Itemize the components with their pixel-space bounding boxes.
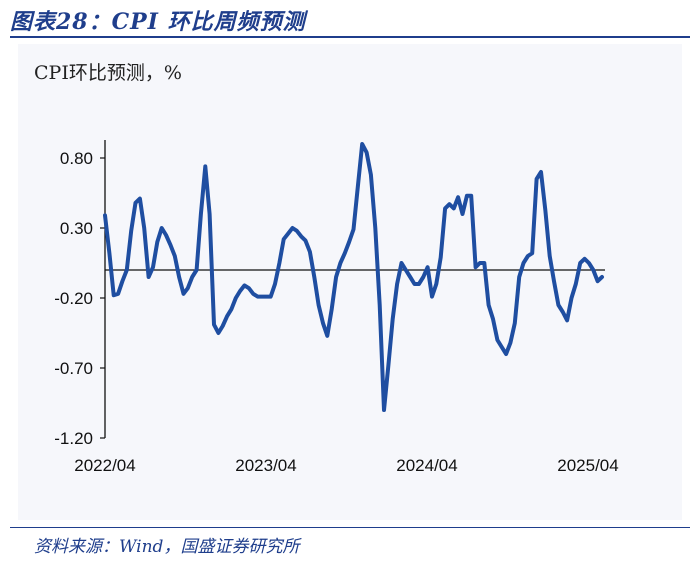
x-tick-label: 2023/04: [235, 456, 296, 475]
source-divider: [10, 527, 690, 528]
plot-background: [18, 44, 682, 520]
x-tick-label: 2024/04: [396, 456, 457, 475]
x-tick-label: 2022/04: [74, 456, 135, 475]
series-line: [103, 142, 604, 412]
source-note: 资料来源：Wind，国盛证券研究所: [34, 537, 300, 557]
y-tick-label: -0.70: [54, 359, 93, 378]
y-tick-label: -1.20: [54, 429, 93, 448]
y-tick-label: 0.80: [60, 149, 93, 168]
x-axis: 2022/04 2023/04 2024/04 2025/04: [74, 456, 618, 475]
x-tick-label: 2025/04: [557, 456, 618, 475]
y-axis: 0.80 0.30 -0.20 -0.70 -1.20: [54, 149, 105, 448]
title-divider: [10, 36, 690, 38]
y-tick-label: -0.20: [54, 289, 93, 308]
chart-title: 图表28：CPI 环比周频预测: [10, 9, 306, 35]
unit-label: CPI环比预测，%: [34, 62, 182, 84]
y-tick-label: 0.30: [60, 219, 93, 238]
